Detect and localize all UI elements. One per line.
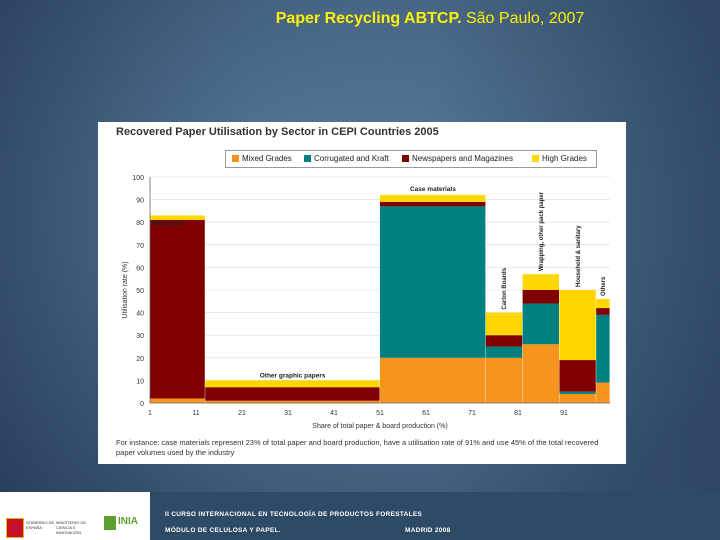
legend-swatch-mixed [232, 155, 239, 162]
slide-title-bold: Paper Recycling ABTCP. [275, 10, 462, 27]
x-tick-label-61: 61 [422, 410, 430, 417]
y-tick-label-0: 0 [140, 401, 144, 408]
x-tick-label-81: 81 [514, 410, 522, 417]
legend-item-newspapers: Newspapers and Magazines [402, 154, 513, 163]
sector-label-5: Household & sanitary [576, 225, 582, 287]
y-tick-label-90: 90 [136, 198, 144, 205]
logo-gobierno: GOBIERNO DE ESPAÑA [26, 520, 55, 530]
footer-module: MÓDULO DE CELULOSA Y PAPEL. [165, 527, 281, 534]
bar-1-mixed [205, 400, 380, 403]
bar-0-mixed [150, 398, 206, 403]
sector-label-1: Other graphic papers [260, 372, 326, 379]
legend-item-mixed: Mixed Grades [232, 154, 292, 163]
bar-4-corrugated [522, 303, 560, 345]
inia-logo: INIA [104, 514, 150, 536]
inia-mark-icon [104, 516, 116, 530]
sector-label-2: Case materials [410, 186, 456, 193]
bar-2-mixed [380, 357, 486, 403]
slide-title: Paper Recycling ABTCP. São Paulo, 2007 [0, 10, 720, 28]
y-tick-label-80: 80 [136, 220, 144, 227]
chart-footnote: For instance: case materials represent 2… [116, 438, 599, 457]
x-tick-label-51: 51 [376, 410, 384, 417]
bar-2-high [380, 195, 486, 202]
x-tick-label-11: 11 [192, 410, 199, 417]
legend-item-corrugated: Corrugated and Kraft [304, 154, 389, 163]
chart-legend: Mixed Grades Corrugated and Kraft Newspa… [225, 150, 597, 168]
bar-0-newspapers [150, 219, 206, 399]
x-tick-label-21: 21 [238, 410, 246, 417]
footer-location-year: MADRID 2008 [405, 527, 451, 534]
bar-4-high [522, 274, 560, 290]
bar-5-mixed [559, 393, 597, 403]
bar-5-corrugated [559, 391, 597, 394]
bar-4-mixed [522, 344, 560, 403]
bar-1-high [205, 380, 380, 388]
bar-6-newspapers [596, 308, 610, 315]
y-tick-label-20: 20 [136, 356, 144, 363]
chart-title: Recovered Paper Utilisation by Sector in… [116, 126, 439, 138]
x-tick-label-1: 1 [148, 410, 152, 417]
legend-swatch-high [532, 155, 539, 162]
legend-swatch-newspapers [402, 155, 409, 162]
y-tick-label-60: 60 [136, 265, 144, 272]
footer-course-title: II CURSO INTERNACIONAL EN TECNOLOGÍA DE … [165, 511, 423, 518]
y-tick-label-70: 70 [136, 243, 144, 250]
inia-logo-text: INIA [118, 516, 138, 527]
y-tick-label-30: 30 [136, 333, 144, 340]
x-tick-label-91: 91 [560, 410, 568, 417]
bar-6-corrugated [596, 314, 610, 383]
x-tick-label-71: 71 [468, 410, 476, 417]
x-tick-label-31: 31 [284, 410, 292, 417]
x-axis-title: Share of total paper & board production … [312, 423, 447, 430]
legend-label-newspapers: Newspapers and Magazines [412, 154, 513, 163]
bar-1-newspapers [205, 387, 380, 401]
bar-3-high [485, 312, 523, 336]
bar-5-high [559, 290, 597, 361]
sector-label-4: Wrapping, other pack paper [539, 191, 545, 271]
legend-item-high: High Grades [532, 154, 587, 163]
legend-label-mixed: Mixed Grades [242, 154, 292, 163]
footer-logo-area [0, 492, 150, 540]
bar-6-mixed [596, 382, 610, 403]
bar-3-corrugated [485, 346, 523, 358]
spain-crest-icon [6, 518, 24, 538]
y-tick-label-10: 10 [136, 378, 144, 385]
legend-swatch-corrugated [304, 155, 311, 162]
bar-3-mixed [485, 357, 523, 403]
bar-0-high [150, 215, 206, 220]
bar-4-newspapers [522, 290, 560, 304]
sector-label-3: Carton Boards [502, 267, 508, 309]
logo-ministerio: MINISTERIO DE CIENCIA E INNOVACIÓN [56, 520, 87, 535]
x-tick-label-41: 41 [330, 410, 338, 417]
bar-3-newspapers [485, 335, 523, 347]
chart-panel: Recovered Paper Utilisation by Sector in… [98, 122, 626, 464]
slide-title-rest: São Paulo, 2007 [461, 10, 585, 27]
bar-2-corrugated [380, 206, 486, 358]
legend-label-corrugated: Corrugated and Kraft [314, 154, 389, 163]
bar-6-high [596, 299, 610, 309]
y-tick-label-40: 40 [136, 311, 144, 318]
legend-label-high: High Grades [542, 154, 587, 163]
y-tick-label-100: 100 [132, 175, 144, 182]
sector-label-6: Others [601, 276, 607, 296]
y-axis-title: Utilisation rate (%) [122, 261, 129, 318]
bar-5-newspapers [559, 360, 597, 392]
y-tick-label-50: 50 [136, 288, 144, 295]
sector-label-0: Newsprint [152, 220, 184, 227]
bar-2-newspapers [380, 201, 486, 207]
